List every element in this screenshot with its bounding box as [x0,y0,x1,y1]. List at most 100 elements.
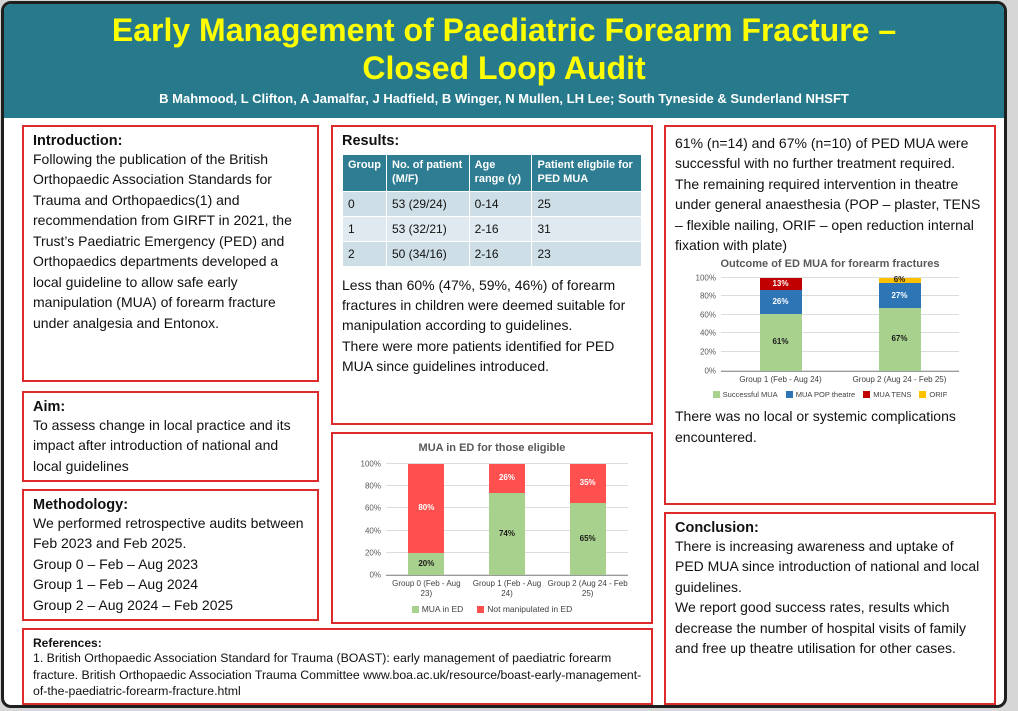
results-box: Results: Group No. of patient (M/F) Age ra… [331,125,653,425]
references-box: References: 1. British Orthopaedic Assoc… [22,628,653,705]
bar-segment: 65% [569,502,606,575]
bar-segment: 26% [759,289,802,314]
introduction-box: Introduction: Following the publication … [22,125,319,382]
y-axis-tick-label: 100% [360,459,381,469]
table-cell: 53 (29/24) [386,190,470,217]
results-table: Group No. of patient (M/F) Age range (y) Pa… [342,154,642,267]
gridline [721,332,959,334]
results-heading: Results: [342,133,400,149]
table-row: 1 53 (32/21) 2-16 31 [342,215,642,242]
chart-legend: MUA in ED Not manipulated in ED [342,604,642,614]
legend-item: MUA POP theatre [785,390,856,400]
gridline [721,313,959,315]
legend-swatch [712,391,720,399]
gridline [721,369,959,371]
y-axis-tick-label: 40% [364,526,381,536]
table-cell: 1 [342,215,387,242]
table-cell: 31 [531,215,642,242]
table-header-row: Group No. of patient (M/F) Age range (y) Pa… [342,154,642,192]
aim-body: To assess change in local practice and i… [33,417,291,474]
y-axis-tick-label: 100% [695,273,716,283]
references-body: 1. British Orthopaedic Association Stand… [33,651,642,699]
table-header-cell: No. of patient (M/F) [386,154,470,192]
authors-line: B Mahmood, L Clifton, A Jamalfar, J Hadf… [159,90,849,106]
poster-title: Early Management of Paediatric Forearm F… [4,11,1004,88]
methodology-box: Methodology: We performed retrospective … [22,489,319,621]
stacked-bar: 61% 26% 13% [759,277,802,371]
legend-swatch [477,605,485,613]
y-axis-tick-label: 80% [699,291,716,301]
chart-plot-area: 0% 20% 40% 60% 80% 100% 20% 80% 74% 26% 65% 35% [361,460,628,580]
bar-segment: 20% [408,552,445,575]
legend-item: ORIF [919,390,947,399]
chart-plot-area: 0% 20% 40% 60% 80% 100% 61% 26% 13% 67% 27% 6% [696,273,959,375]
chart-legend: Successful MUA MUA POP theatre MUA TENS ORI… [675,390,985,399]
table-cell: 2-16 [468,215,533,242]
bar-segment: 35% [569,464,606,503]
y-axis-tick-label: 60% [699,310,716,320]
stacked-bar: 67% 27% 6% [878,276,921,371]
bar-segment: 6% [878,276,921,284]
legend-item: MUA TENS [863,390,911,399]
bar-slot: 61% 26% 13% [721,277,840,371]
bar-segment: 74% [489,492,525,575]
chart-plot: 0% 20% 40% 60% 80% 100% 20% 80% 74% 26% 65% 35% [361,460,628,580]
table-cell: 2 [342,240,387,267]
y-axis-tick-label: 0% [704,366,716,376]
bar-segment: 26% [489,464,525,493]
gridline [721,295,959,297]
methodology-body: We performed retrospective audits betwee… [33,515,304,613]
y-axis-tick-label: 0% [369,570,381,580]
bar-slot: 67% 27% 6% [840,276,959,371]
methodology-heading: Methodology: [33,497,129,513]
table-cell: 0 [342,190,387,217]
legend-swatch [863,391,871,399]
table-row: 0 53 (29/24) 0-14 25 [342,190,642,217]
table-cell: 53 (32/21) [386,215,470,242]
poster-title-line2: Closed Loop Audit [362,50,646,87]
gridline [721,276,959,278]
bar-segment: 27% [878,283,921,309]
legend-item: MUA in ED [411,604,464,615]
legend-label: Not manipulated in ED [487,604,573,615]
legend-label: ORIF [929,390,948,400]
legend-label: MUA in ED [421,604,464,615]
x-axis-label: Group 1 (Feb - Aug 24) [472,579,542,598]
introduction-heading: Introduction: [33,133,123,149]
table-header-cell: Age range (y) [468,154,533,192]
bar-slot: 74% 26% [467,464,548,575]
poster-header: Early Management of Paediatric Forearm F… [4,4,1004,118]
chart-plot: 0% 20% 40% 60% 80% 100% 61% 26% 13% 67% 27% 6% [696,273,959,375]
x-axis-label: Group 2 (Aug 24 - Feb 25) [547,579,628,598]
aim-box: Aim: To assess change in local practice … [22,391,319,482]
bar-segment: 13% [759,277,802,290]
gridline [721,351,959,353]
conclusion-heading: Conclusion: [675,520,759,536]
gridline [386,463,628,464]
table-row: 2 50 (34/16) 2-16 23 [342,240,642,267]
poster-title-line1: Early Management of Paediatric Forearm F… [111,12,897,48]
y-axis-tick-label: 40% [699,328,716,338]
y-axis-tick-label: 20% [699,347,716,357]
chart-title: MUA in ED for those eligible [418,442,566,454]
bars-group: 61% 26% 13% 67% 27% 6% [721,276,959,371]
bars-group: 20% 80% 74% 26% 65% 35% [386,464,628,575]
aim-heading: Aim: [33,399,66,415]
legend-item: Not manipulated in ED [477,604,572,614]
chart-x-axis: Group 1 (Feb - Aug 24) Group 2 (Aug 24 - … [721,375,959,385]
stacked-bar: 65% 35% [569,464,606,575]
x-axis-label: Group 2 (Aug 24 - Feb 25) [852,374,947,384]
legend-label: MUA POP theatre [795,390,856,400]
x-axis-label: Group 1 (Feb - Aug 24) [739,374,822,384]
stacked-bar: 74% 26% [489,464,525,575]
table-cell: 23 [531,240,642,267]
y-axis-tick-label: 60% [364,503,381,513]
legend-swatch [411,605,419,613]
bar-slot: 65% 35% [547,464,628,575]
legend-label: Successful MUA [722,390,778,400]
bar-segment: 67% [878,308,921,371]
introduction-body: Following the publication of the British… [33,151,292,331]
legend-swatch [919,391,927,399]
conclusion-box: Conclusion: There is increasing awarenes… [664,512,996,705]
